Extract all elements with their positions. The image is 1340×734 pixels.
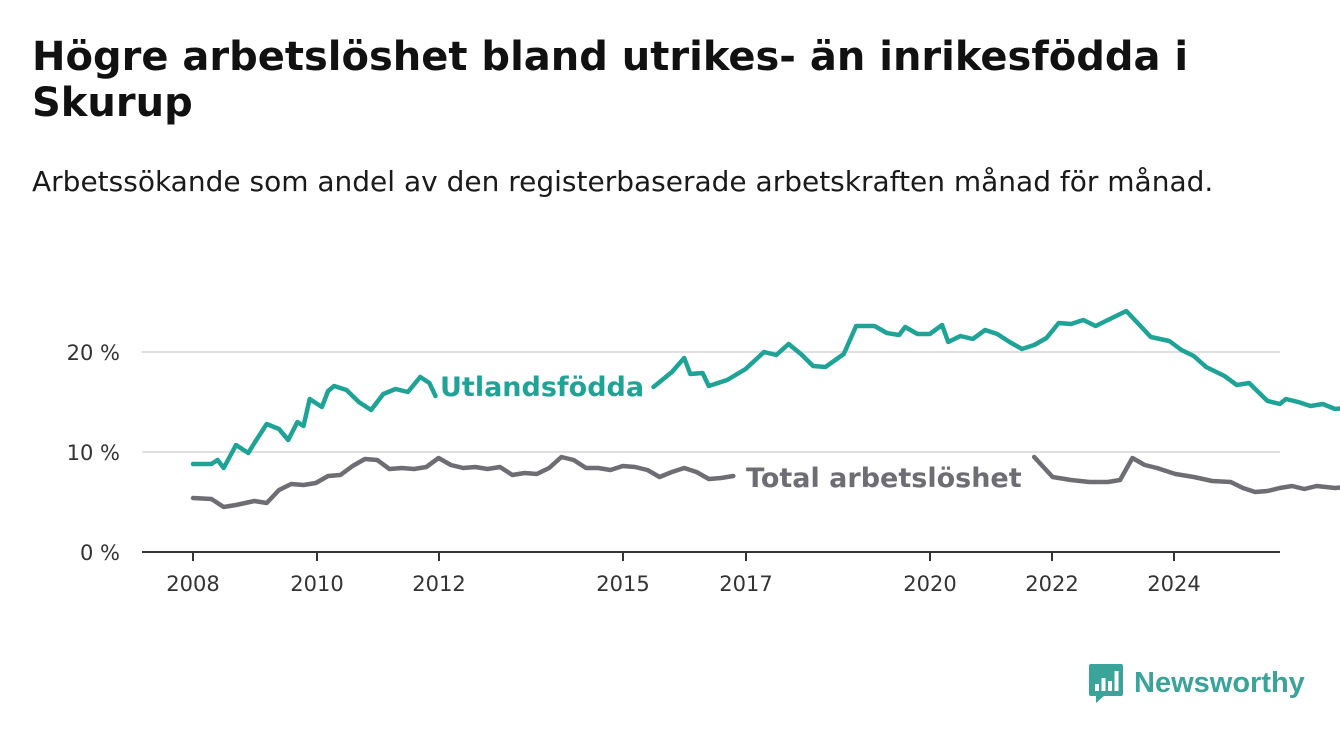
- grid-lines: [142, 351, 1280, 453]
- x-axis: 0 % 10 % 20 % 2008 2010 2012 2015 2017 2020 2022 2…: [67, 341, 1280, 596]
- x-tick-label: 2017: [719, 572, 772, 596]
- x-tick-label: 2015: [596, 572, 649, 596]
- x-tick-label: 2022: [1025, 572, 1078, 596]
- y-tick-label: 0 %: [80, 541, 120, 565]
- brand-name: Newsworthy: [1134, 666, 1305, 699]
- series-line-utlandsfodda: [651, 308, 1340, 412]
- series-line-total: [1031, 454, 1340, 495]
- series-name-label: Total arbetslöshet: [746, 463, 1022, 494]
- brand-logo: Newsworthy: [1088, 661, 1305, 705]
- series-line-total: [190, 454, 736, 510]
- chart-subtitle: Arbetssökande som andel av den registerb…: [32, 165, 1214, 198]
- x-tick-label: 2008: [166, 572, 219, 596]
- y-tick-label: 20 %: [67, 341, 120, 365]
- x-tick-label: 2020: [903, 572, 956, 596]
- series-lines: [190, 308, 1340, 510]
- x-tick-label: 2012: [412, 572, 465, 596]
- x-tick-label: 2024: [1147, 572, 1200, 596]
- series-labels: Utlandsfödda13,9 %Total arbetslöshet6,7 …: [440, 372, 1022, 494]
- series-line-utlandsfodda: [190, 374, 438, 471]
- series-name-label: Utlandsfödda: [440, 372, 644, 403]
- chart-title: Högre arbetslöshet bland utrikes- än inr…: [32, 34, 1189, 126]
- y-tick-label: 10 %: [67, 441, 120, 465]
- x-tick-label: 2010: [290, 572, 343, 596]
- newsworthy-logo-icon: [1089, 664, 1123, 703]
